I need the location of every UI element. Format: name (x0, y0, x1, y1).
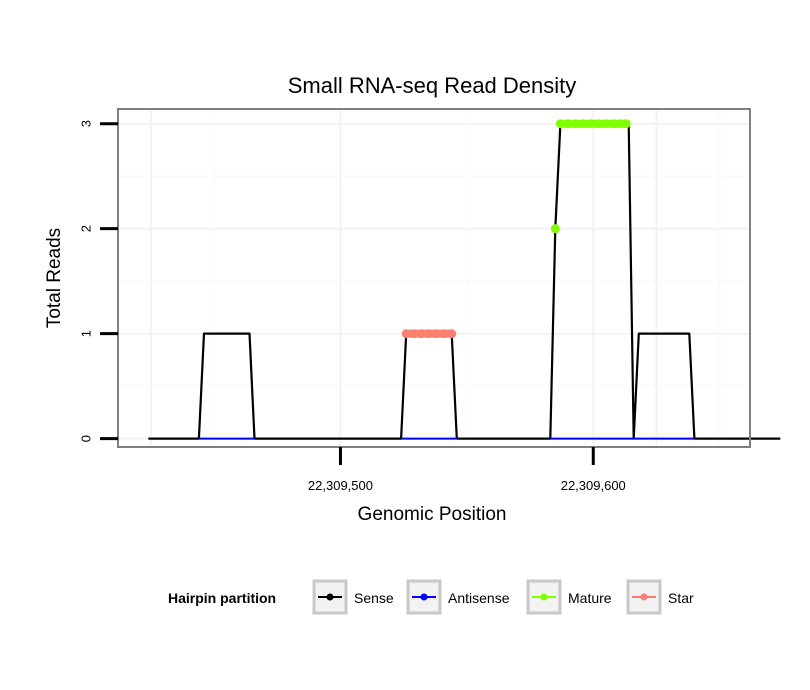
data-point-star (432, 329, 442, 339)
y-tick-label: 2 (79, 225, 94, 232)
legend-item-mature: Mature (526, 579, 612, 615)
x-axis-title: Genomic Position (358, 504, 507, 525)
y-axis: 0 1 2 3 (79, 120, 118, 442)
x-axis: 22,309,500 22,309,600 (308, 447, 626, 493)
data-point-mature (578, 119, 588, 129)
data-point-star (401, 329, 411, 339)
data-point-mature (608, 119, 618, 129)
chart-title: Small RNA-seq Read Density (288, 73, 577, 98)
legend-key-point (640, 593, 648, 601)
legend-key-point (326, 593, 334, 601)
y-tick-label: 1 (79, 330, 94, 337)
legend-label: Star (668, 590, 694, 606)
data-point-mature (563, 119, 573, 129)
legend-key-point (420, 593, 428, 601)
series-layer (148, 119, 781, 440)
plot-panel (117, 108, 751, 448)
data-point-star (439, 329, 449, 339)
data-point-star (409, 329, 419, 339)
legend: Hairpin partition Sense Antisense Mature St… (168, 579, 694, 615)
legend-label: Sense (354, 590, 394, 606)
legend-item-star: Star (626, 579, 694, 615)
data-point-mature (593, 119, 603, 129)
data-point-mature (586, 119, 596, 129)
legend-key-point (540, 593, 548, 601)
y-tick-label: 0 (79, 435, 94, 442)
data-point-mature (550, 224, 560, 234)
legend-item-antisense: Antisense (406, 579, 510, 615)
grid (118, 109, 750, 447)
data-point-star (447, 329, 457, 339)
legend-label: Antisense (448, 590, 510, 606)
data-point-mature (555, 119, 565, 129)
legend-item-sense: Sense (312, 579, 394, 615)
data-point-mature (621, 119, 631, 129)
data-point-mature (571, 119, 581, 129)
data-point-star (416, 329, 426, 339)
legend-title: Hairpin partition (168, 590, 276, 606)
y-axis-title: Total Reads (44, 228, 65, 328)
y-tick-label: 3 (79, 120, 94, 127)
data-point-star (424, 329, 434, 339)
x-tick-label: 22,309,600 (561, 478, 626, 493)
legend-label: Mature (568, 590, 612, 606)
data-point-mature (601, 119, 611, 129)
x-tick-label: 22,309,500 (308, 478, 373, 493)
